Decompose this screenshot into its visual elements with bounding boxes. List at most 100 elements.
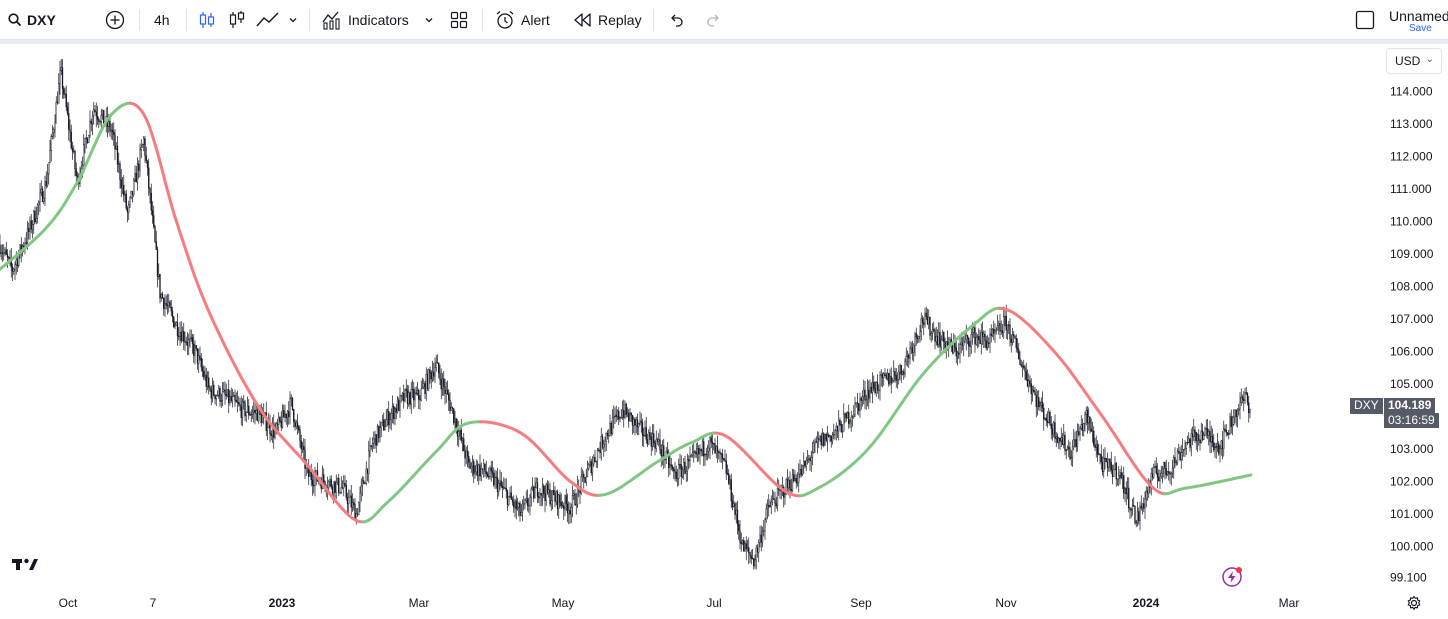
candle-body <box>1049 412 1051 425</box>
candle-body <box>373 438 375 444</box>
candle-body <box>151 210 154 216</box>
candle-body <box>565 495 567 505</box>
candle-body <box>13 269 15 272</box>
candle-body <box>1146 490 1149 494</box>
candle-body <box>304 449 306 469</box>
candle-body <box>775 503 777 507</box>
candle-body <box>210 389 212 399</box>
candle-body <box>514 500 516 508</box>
candle-body <box>963 340 965 346</box>
interval-button[interactable]: 4h <box>154 8 170 32</box>
indicators-button[interactable]: Indicators <box>322 8 409 32</box>
candle-body <box>785 479 787 495</box>
candle-body <box>1158 477 1160 481</box>
candle-body <box>4 249 6 253</box>
layout-checkbox[interactable] <box>1355 8 1375 32</box>
alert-button[interactable]: Alert <box>495 8 550 32</box>
tradingview-logo[interactable] <box>12 557 44 578</box>
bars-button[interactable] <box>229 8 245 32</box>
candle-body <box>170 307 172 312</box>
candle-body <box>804 461 806 467</box>
currency-selector[interactable]: USD ⌄ <box>1386 48 1442 74</box>
symbol-search[interactable]: DXY <box>8 8 56 32</box>
candle-body <box>208 377 210 388</box>
settings-gear-icon[interactable] <box>1406 595 1422 616</box>
candle-body <box>670 464 672 467</box>
time-axis[interactable]: Oct 7 2023 Mar May Jul Sep Nov 2024 Mar <box>59 596 1300 610</box>
candle-body <box>1176 451 1179 464</box>
candle-body <box>1155 465 1157 474</box>
candle-body <box>859 398 861 411</box>
candle-body <box>1050 424 1052 430</box>
candle-body <box>620 417 622 419</box>
add-symbol-button[interactable] <box>105 8 125 32</box>
candle-body <box>714 443 716 454</box>
chart-type-dropdown[interactable] <box>288 8 298 32</box>
price-tick-label: 105.000 <box>1390 377 1434 391</box>
candle-body <box>1086 410 1089 424</box>
lightning-icon[interactable] <box>1221 565 1245 594</box>
candle-body <box>98 118 100 122</box>
candle-body <box>40 188 42 194</box>
candle-body <box>1093 430 1095 446</box>
candle-body <box>1014 335 1016 339</box>
price-axis[interactable]: 114.000 113.000 112.000 111.000 110.000 109.0… <box>1390 85 1434 585</box>
candle-body <box>1186 442 1189 444</box>
candle-body <box>194 345 196 356</box>
candle-body <box>1055 436 1057 439</box>
candle-body <box>223 389 225 392</box>
candle-body <box>419 399 421 401</box>
candle-body <box>823 433 825 446</box>
redo-button[interactable] <box>706 8 722 32</box>
undo-button[interactable] <box>668 8 684 32</box>
candle-body <box>313 484 315 487</box>
candle-body <box>1153 466 1155 478</box>
price-chart[interactable]: 114.000 113.000 112.000 111.000 110.000 109.0… <box>0 44 1448 619</box>
templates-dropdown[interactable] <box>424 8 434 32</box>
candle-body <box>729 479 731 484</box>
candle-body <box>389 419 391 426</box>
candle-body <box>296 422 299 428</box>
candle-body <box>114 134 116 150</box>
candle-body <box>864 389 866 401</box>
candle-body <box>760 534 762 543</box>
layout-name-group[interactable]: Unnamed Save <box>1389 9 1448 34</box>
candle-body <box>329 479 331 482</box>
replay-button[interactable]: Replay <box>574 8 642 32</box>
candle-body <box>1048 412 1050 423</box>
candle-body <box>1241 396 1244 400</box>
candle-body <box>688 459 690 462</box>
candle-body <box>711 441 714 444</box>
candle-body <box>66 106 69 114</box>
candle-body <box>205 374 207 387</box>
currency-label: USD <box>1395 54 1421 68</box>
candle-body <box>291 397 294 410</box>
candle-body <box>896 379 899 381</box>
candle-body <box>345 484 347 498</box>
candle-body <box>226 389 229 397</box>
candle-body <box>91 115 94 124</box>
candles-button[interactable] <box>199 8 215 32</box>
candle-body <box>1103 457 1105 472</box>
candle-body <box>145 155 147 162</box>
line-chart-button[interactable] <box>256 8 280 32</box>
candle-body <box>720 452 722 455</box>
candle-body <box>1070 457 1072 459</box>
candle-body <box>284 413 286 418</box>
candle-body <box>353 502 355 505</box>
candle-body <box>246 405 249 413</box>
candle-body <box>421 386 424 390</box>
candle-body <box>885 375 887 379</box>
save-link[interactable]: Save <box>1409 23 1432 34</box>
candle-body <box>1211 436 1214 444</box>
chart-pane[interactable]: 114.000 113.000 112.000 111.000 110.000 109.0… <box>0 44 1448 619</box>
candle-body <box>524 500 526 504</box>
candle-body <box>829 435 831 437</box>
candle-body <box>431 371 434 380</box>
candle-body <box>805 460 807 467</box>
candle-body <box>1248 402 1250 414</box>
candle-body <box>955 347 957 357</box>
candle-body <box>718 451 720 453</box>
candle-body <box>660 449 662 457</box>
layout-button[interactable] <box>450 8 468 32</box>
